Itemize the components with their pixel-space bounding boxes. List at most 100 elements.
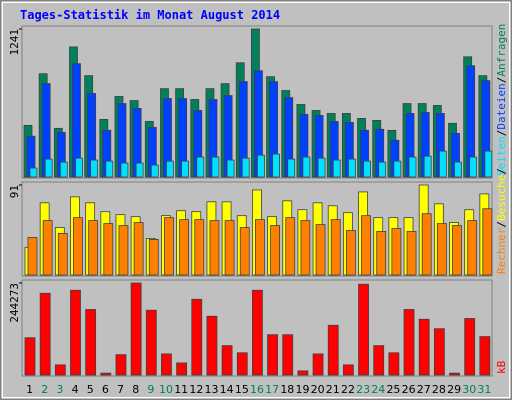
x-tick-label: 7 bbox=[117, 383, 124, 396]
bar bbox=[378, 161, 387, 178]
bar bbox=[327, 324, 339, 376]
bar bbox=[120, 162, 129, 178]
bar bbox=[391, 228, 402, 276]
bar bbox=[454, 161, 462, 178]
bar bbox=[24, 337, 36, 376]
bar bbox=[423, 155, 432, 178]
bar bbox=[130, 282, 142, 376]
bar bbox=[282, 334, 294, 376]
bar bbox=[105, 160, 114, 178]
bar bbox=[59, 161, 68, 178]
bar bbox=[191, 298, 203, 376]
x-tick-label: 8 bbox=[132, 383, 139, 396]
x-tick-label: 2 bbox=[41, 383, 48, 396]
bar bbox=[403, 309, 415, 376]
bar bbox=[133, 222, 144, 276]
bar bbox=[464, 318, 476, 376]
x-tick-label: 13 bbox=[205, 383, 219, 396]
bar bbox=[317, 157, 326, 178]
x-tick-label: 16 bbox=[250, 383, 264, 396]
y-tick-label: 91 bbox=[8, 185, 21, 198]
bar bbox=[115, 354, 127, 376]
bar bbox=[90, 159, 99, 178]
bar bbox=[342, 364, 354, 376]
x-tick-label: 23 bbox=[356, 383, 370, 396]
bar bbox=[257, 154, 265, 178]
bar bbox=[376, 231, 387, 276]
x-tick-label: 25 bbox=[386, 383, 400, 396]
bar bbox=[315, 224, 326, 276]
x-tick-label: 24 bbox=[371, 383, 385, 396]
bar bbox=[85, 309, 97, 376]
bar bbox=[482, 208, 493, 276]
legend: kB bbox=[495, 360, 508, 374]
x-tick-label: 27 bbox=[417, 383, 431, 396]
bar bbox=[469, 156, 478, 178]
x-tick-label: 22 bbox=[341, 383, 355, 396]
bar bbox=[467, 220, 478, 276]
legend: Rechner/Besuche/ bbox=[495, 168, 508, 274]
legend-separator: / bbox=[495, 168, 508, 175]
bar bbox=[166, 160, 174, 178]
bar bbox=[347, 158, 356, 178]
legend-separator: / bbox=[495, 130, 508, 137]
bar bbox=[252, 289, 263, 376]
bar bbox=[239, 227, 250, 276]
legend-separator: / bbox=[495, 221, 508, 228]
x-tick-label: 4 bbox=[72, 383, 79, 396]
bar bbox=[103, 223, 114, 276]
bar bbox=[332, 159, 341, 178]
x-tick-label: 18 bbox=[280, 383, 294, 396]
chart-title: Tages-Statistik im Monat August 2014 bbox=[20, 8, 280, 22]
bar bbox=[118, 225, 129, 276]
bar bbox=[164, 217, 174, 276]
x-tick-label: 28 bbox=[432, 383, 446, 396]
x-tick-label: 21 bbox=[326, 383, 340, 396]
legend-separator: / bbox=[495, 77, 508, 84]
bar bbox=[236, 352, 248, 376]
x-tick-label: 9 bbox=[147, 383, 154, 396]
bar bbox=[211, 156, 220, 178]
x-tick-label: 15 bbox=[235, 383, 249, 396]
bar bbox=[363, 160, 371, 178]
bar bbox=[221, 345, 233, 376]
bar bbox=[297, 370, 309, 376]
x-tick-label: 20 bbox=[311, 383, 325, 396]
bar bbox=[418, 318, 430, 376]
bar bbox=[181, 160, 190, 178]
x-tick-label: 29 bbox=[447, 383, 461, 396]
bar bbox=[196, 156, 205, 178]
bar bbox=[145, 309, 157, 376]
bar bbox=[226, 159, 235, 178]
bar bbox=[70, 289, 81, 376]
bar bbox=[373, 345, 385, 376]
x-tick-label: 30 bbox=[462, 383, 476, 396]
legend: Seiten/Dateien/Anfragen bbox=[495, 24, 508, 176]
x-tick-label: 1 bbox=[26, 383, 33, 396]
bar bbox=[287, 158, 296, 178]
x-tick-label: 17 bbox=[265, 383, 279, 396]
legend-entry: Anfragen bbox=[495, 24, 508, 77]
bar bbox=[176, 362, 188, 376]
x-tick-label: 5 bbox=[87, 383, 94, 396]
x-tick-label: 10 bbox=[159, 383, 173, 396]
bar bbox=[393, 160, 402, 178]
y-tick-label: 244273 bbox=[8, 283, 21, 323]
bar bbox=[75, 157, 83, 178]
legend-entry: Seiten bbox=[495, 136, 508, 176]
legend-entry: Rechner bbox=[495, 227, 508, 274]
x-tick-label: 14 bbox=[220, 383, 234, 396]
bar bbox=[194, 219, 205, 276]
bar bbox=[27, 237, 38, 276]
bar bbox=[57, 233, 68, 276]
bar bbox=[135, 162, 144, 178]
bar bbox=[452, 225, 462, 276]
bar bbox=[436, 223, 447, 276]
bar bbox=[88, 220, 99, 276]
bar bbox=[39, 292, 51, 376]
legend-entry: Besuche bbox=[495, 175, 508, 221]
bar bbox=[179, 219, 190, 276]
legend-entry: kB bbox=[495, 360, 508, 374]
